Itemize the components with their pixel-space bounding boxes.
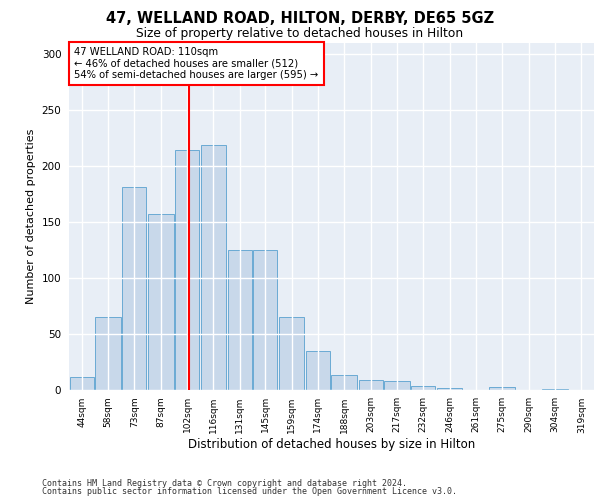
Bar <box>200 144 226 390</box>
Bar <box>595 388 600 390</box>
Bar <box>122 187 146 390</box>
Bar <box>542 389 568 390</box>
Bar <box>384 381 410 390</box>
Text: Contains HM Land Registry data © Crown copyright and database right 2024.: Contains HM Land Registry data © Crown c… <box>42 478 407 488</box>
Bar <box>306 351 330 390</box>
Bar <box>253 250 277 390</box>
Bar <box>278 317 304 390</box>
Bar <box>228 250 252 390</box>
Bar <box>148 214 173 390</box>
Bar <box>490 386 515 390</box>
Text: Contains public sector information licensed under the Open Government Licence v3: Contains public sector information licen… <box>42 487 457 496</box>
Bar <box>70 376 94 390</box>
Bar <box>359 380 383 390</box>
Bar <box>411 386 435 390</box>
Y-axis label: Number of detached properties: Number of detached properties <box>26 128 36 304</box>
X-axis label: Distribution of detached houses by size in Hilton: Distribution of detached houses by size … <box>188 438 475 451</box>
Bar <box>175 150 199 390</box>
Text: 47 WELLAND ROAD: 110sqm
← 46% of detached houses are smaller (512)
54% of semi-d: 47 WELLAND ROAD: 110sqm ← 46% of detache… <box>74 47 319 80</box>
Bar <box>95 317 121 390</box>
Bar <box>437 388 463 390</box>
Text: 47, WELLAND ROAD, HILTON, DERBY, DE65 5GZ: 47, WELLAND ROAD, HILTON, DERBY, DE65 5G… <box>106 11 494 26</box>
Text: Size of property relative to detached houses in Hilton: Size of property relative to detached ho… <box>136 28 464 40</box>
Bar <box>331 376 357 390</box>
